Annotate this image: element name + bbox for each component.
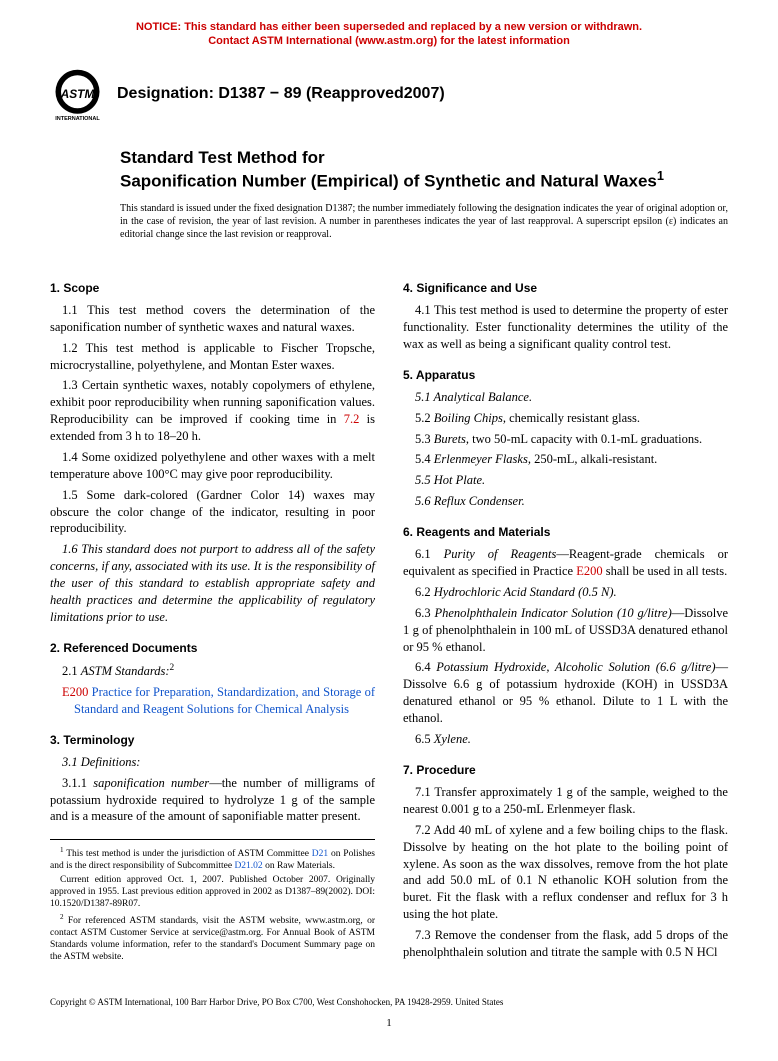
para-1.6: 1.6 This standard does not purport to ad… — [50, 541, 375, 625]
para-6.1: 6.1 Purity of Reagents—Reagent-grade che… — [403, 546, 728, 580]
para-3.1: 3.1 Definitions: — [50, 754, 375, 771]
page-number: 1 — [50, 1016, 728, 1031]
document-page: NOTICE: This standard has either been su… — [0, 0, 778, 1061]
para-4.1: 4.1 This test method is used to determin… — [403, 302, 728, 353]
footnotes-block: 1 This test method is under the jurisdic… — [50, 839, 375, 963]
header-row: ASTM INTERNATIONAL Designation: D1387 − … — [50, 67, 728, 122]
link-e200-text[interactable]: Practice for Preparation, Standardizatio… — [74, 685, 375, 716]
para-1.1: 1.1 This test method covers the determin… — [50, 302, 375, 336]
section-3-heading: 3. Terminology — [50, 732, 375, 748]
astm-logo: ASTM INTERNATIONAL — [50, 67, 105, 122]
notice-line-1: NOTICE: This standard has either been su… — [136, 21, 642, 33]
para-6.5: 6.5 Xylene. — [403, 731, 728, 748]
title-main: Saponification Number (Empirical) of Syn… — [120, 172, 657, 191]
para-6.2: 6.2 Hydrochloric Acid Standard (0.5 N). — [403, 584, 728, 601]
para-5.4: 5.4 Erlenmeyer Flasks, 250-mL, alkali-re… — [403, 451, 728, 468]
para-7.2: 7.2 Add 40 mL of xylene and a few boilin… — [403, 822, 728, 923]
para-1.2: 1.2 This test method is applicable to Fi… — [50, 340, 375, 374]
section-1-heading: 1. Scope — [50, 280, 375, 296]
section-4-heading: 4. Significance and Use — [403, 280, 728, 296]
link-e200[interactable]: E200 — [62, 685, 88, 699]
copyright-line: Copyright © ASTM International, 100 Barr… — [50, 996, 728, 1008]
designation-text: Designation: D1387 − 89 (Reapproved2007) — [117, 83, 445, 105]
para-1.5: 1.5 Some dark-colored (Gardner Color 14)… — [50, 487, 375, 538]
para-2.1: 2.1 ASTM Standards:2 — [50, 662, 375, 680]
section-7-heading: 7. Procedure — [403, 762, 728, 778]
para-1.4: 1.4 Some oxidized polyethylene and other… — [50, 449, 375, 483]
document-title: Standard Test Method for Saponification … — [120, 147, 728, 192]
para-1.3: 1.3 Certain synthetic waxes, notably cop… — [50, 377, 375, 445]
footnote-1-cont: Current edition approved Oct. 1, 2007. P… — [50, 875, 375, 911]
notice-line-2: Contact ASTM International (www.astm.org… — [208, 35, 570, 47]
svg-text:INTERNATIONAL: INTERNATIONAL — [55, 116, 100, 122]
para-6.3: 6.3 Phenolphthalein Indicator Solution (… — [403, 605, 728, 656]
link-e200-2[interactable]: E200 — [576, 564, 602, 578]
right-column: 4. Significance and Use 4.1 This test me… — [403, 266, 728, 966]
footnote-2: 2 For referenced ASTM standards, visit t… — [50, 913, 375, 964]
para-3.1.1: 3.1.1 saponification number—the number o… — [50, 775, 375, 826]
left-column: 1. Scope 1.1 This test method covers the… — [50, 266, 375, 966]
section-6-heading: 6. Reagents and Materials — [403, 524, 728, 540]
title-prefix: Standard Test Method for — [120, 148, 325, 167]
two-column-body: 1. Scope 1.1 This test method covers the… — [50, 266, 728, 966]
para-7.3: 7.3 Remove the condenser from the flask,… — [403, 927, 728, 961]
title-footnote-ref: 1 — [657, 168, 664, 183]
footnote-1: 1 This test method is under the jurisdic… — [50, 846, 375, 873]
link-d21[interactable]: D21 — [312, 850, 328, 860]
para-7.1: 7.1 Transfer approximately 1 g of the sa… — [403, 784, 728, 818]
issuance-note: This standard is issued under the fixed … — [120, 202, 728, 241]
ref-e200: E200 Practice for Preparation, Standardi… — [50, 684, 375, 718]
link-d21-02[interactable]: D21.02 — [234, 861, 262, 871]
para-5.3: 5.3 Burets, two 50-mL capacity with 0.1-… — [403, 431, 728, 448]
para-5.6: 5.6 Reflux Condenser. — [403, 493, 728, 510]
para-5.2: 5.2 Boiling Chips, chemically resistant … — [403, 410, 728, 427]
section-2-heading: 2. Referenced Documents — [50, 640, 375, 656]
para-5.1: 5.1 Analytical Balance. — [403, 389, 728, 406]
svg-text:ASTM: ASTM — [60, 87, 96, 101]
para-6.4: 6.4 Potassium Hydroxide, Alcoholic Solut… — [403, 659, 728, 727]
para-5.5: 5.5 Hot Plate. — [403, 472, 728, 489]
section-5-heading: 5. Apparatus — [403, 367, 728, 383]
link-7.2[interactable]: 7.2 — [344, 412, 360, 426]
notice-banner: NOTICE: This standard has either been su… — [50, 20, 728, 49]
